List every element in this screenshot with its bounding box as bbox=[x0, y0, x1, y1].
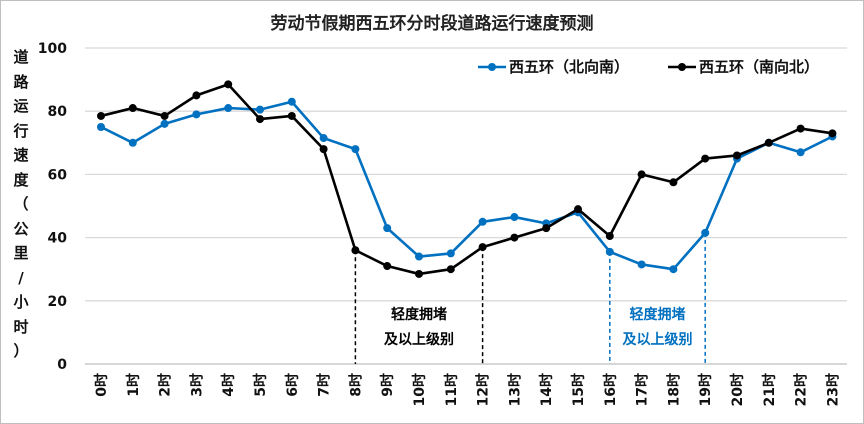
data-point bbox=[287, 111, 296, 120]
data-point bbox=[256, 105, 264, 114]
data-point bbox=[637, 260, 646, 269]
legend-label: 西五环（南向北） bbox=[699, 58, 819, 76]
data-point bbox=[446, 249, 455, 258]
data-point bbox=[128, 138, 137, 147]
data-point bbox=[128, 104, 137, 113]
x-tick-label: 2时 bbox=[157, 373, 174, 397]
legend-marker bbox=[488, 63, 496, 71]
x-tick-label: 19时 bbox=[697, 373, 714, 406]
data-point bbox=[415, 269, 423, 278]
x-tick-label: 20时 bbox=[729, 373, 746, 406]
data-point bbox=[796, 124, 805, 133]
x-tick-label: 1时 bbox=[125, 373, 142, 397]
x-tick-label: 11时 bbox=[443, 373, 460, 406]
chart-title: 劳动节假期西五环分时段道路运行速度预测 bbox=[270, 14, 594, 34]
data-point bbox=[478, 243, 487, 252]
data-point bbox=[605, 232, 614, 241]
annotation-label: 及以上级别 bbox=[384, 331, 454, 348]
data-point bbox=[319, 134, 328, 143]
data-point bbox=[224, 80, 233, 89]
data-point bbox=[192, 110, 201, 119]
x-tick-label: 15时 bbox=[570, 373, 587, 406]
x-tick-label: 9时 bbox=[379, 373, 396, 397]
annotation-label: 轻度拥堵 bbox=[630, 306, 686, 323]
data-point bbox=[764, 138, 773, 147]
data-point bbox=[605, 247, 614, 256]
x-tick-label: 10时 bbox=[411, 373, 428, 406]
data-point bbox=[287, 97, 296, 106]
data-point bbox=[637, 170, 646, 179]
data-point bbox=[701, 228, 710, 237]
x-tick-label: 7时 bbox=[316, 373, 333, 397]
data-point bbox=[351, 145, 360, 154]
x-tick-label: 13时 bbox=[506, 373, 523, 406]
data-point bbox=[224, 104, 233, 113]
data-point bbox=[97, 123, 105, 131]
data-point bbox=[574, 205, 582, 214]
data-point bbox=[415, 252, 423, 261]
data-point bbox=[160, 111, 169, 120]
x-tick-label: 16时 bbox=[602, 373, 619, 406]
x-tick-label: 22时 bbox=[793, 373, 810, 406]
data-point bbox=[542, 224, 551, 233]
x-tick-label: 12时 bbox=[475, 373, 492, 406]
y-tick-label: 40 bbox=[48, 231, 68, 247]
x-tick-label: 21时 bbox=[761, 373, 778, 406]
x-tick-label: 5时 bbox=[252, 373, 269, 397]
series-line-1 bbox=[100, 83, 833, 276]
legend-label: 西五环（北向南） bbox=[509, 58, 629, 76]
x-tick-label: 14时 bbox=[538, 373, 555, 406]
x-tick-label: 23时 bbox=[824, 373, 841, 406]
y-tick-label: 80 bbox=[48, 104, 68, 120]
data-point bbox=[510, 233, 519, 242]
x-tick-label: 6时 bbox=[284, 373, 301, 397]
data-point bbox=[478, 217, 487, 226]
data-point bbox=[256, 115, 264, 124]
data-point bbox=[828, 129, 837, 138]
data-point bbox=[733, 151, 741, 160]
series-line-0 bbox=[100, 100, 833, 271]
x-tick-label: 3时 bbox=[188, 373, 205, 397]
x-tick-label: 8时 bbox=[347, 373, 364, 397]
data-point bbox=[669, 265, 678, 274]
annotation-label: 及以上级别 bbox=[623, 331, 693, 348]
x-tick-label: 0时 bbox=[93, 373, 110, 397]
data-point bbox=[192, 91, 201, 100]
x-tick-label: 4时 bbox=[220, 373, 237, 397]
data-point bbox=[319, 145, 328, 154]
x-tick-label: 18时 bbox=[665, 373, 682, 406]
annotation-label: 轻度拥堵 bbox=[391, 306, 447, 323]
data-point bbox=[160, 119, 169, 128]
y-tick-label: 100 bbox=[38, 41, 67, 57]
y-axis-label: 道路运行速度（公里 / 小时） bbox=[13, 48, 29, 360]
y-tick-label: 60 bbox=[48, 167, 68, 183]
data-point bbox=[669, 178, 678, 187]
y-tick-label: 0 bbox=[57, 357, 67, 373]
data-point bbox=[701, 154, 710, 163]
data-point bbox=[383, 262, 392, 271]
data-point bbox=[510, 213, 519, 222]
x-tick-label: 17时 bbox=[634, 373, 651, 406]
y-tick-label: 20 bbox=[48, 294, 68, 310]
data-point bbox=[796, 148, 805, 157]
data-point bbox=[383, 224, 392, 233]
data-point bbox=[351, 246, 360, 255]
data-point bbox=[446, 265, 455, 274]
data-point bbox=[97, 111, 105, 120]
legend-marker bbox=[678, 63, 686, 71]
